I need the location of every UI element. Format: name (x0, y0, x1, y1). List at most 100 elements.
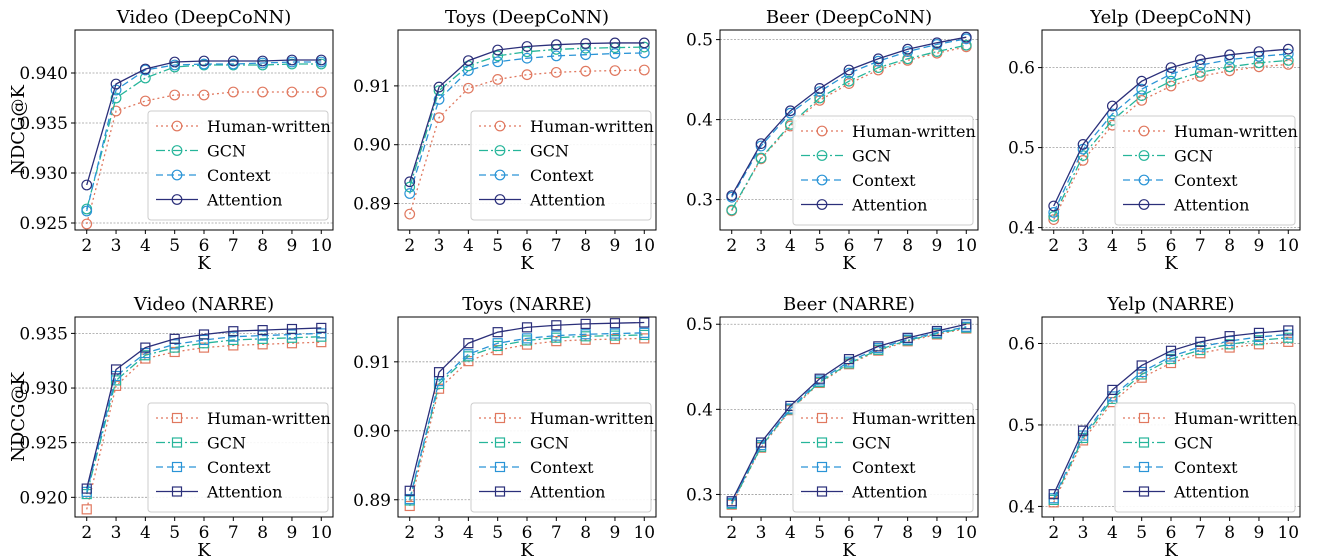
series-line (86, 59, 322, 186)
y-tick-label: 0.940 (19, 64, 68, 84)
data-point (1194, 66, 1206, 78)
data-point (638, 41, 650, 53)
legend-label: Attention (206, 483, 282, 502)
x-tick-label: 8 (580, 236, 591, 256)
x-tick-label: 6 (522, 236, 533, 256)
data-point (521, 41, 533, 52)
series-line (86, 63, 322, 210)
data-point (257, 325, 268, 336)
y-tick-label: 0.91 (353, 77, 391, 97)
legend-marker (816, 412, 828, 424)
series-line (731, 327, 967, 505)
data-point (1282, 55, 1294, 66)
x-tick-label: 7 (551, 236, 562, 256)
legend: Human-written GCN Context Attention (147, 110, 331, 221)
data-point (1136, 360, 1147, 371)
data-point (960, 39, 972, 51)
data-point (140, 347, 151, 359)
legend: Human-written GCN Context Attention (147, 402, 331, 513)
legend-box (470, 110, 652, 221)
data-point (521, 322, 533, 333)
data-point (286, 86, 298, 98)
legend-label: Human-written (530, 409, 654, 428)
x-tick-label: 7 (228, 236, 239, 256)
data-point (1282, 59, 1294, 70)
data-point (902, 43, 914, 55)
data-point (228, 331, 239, 342)
x-tick-label: 7 (551, 523, 562, 543)
data-point (1136, 366, 1147, 378)
x-tick-label: 2 (1048, 523, 1059, 543)
series-line (731, 44, 967, 211)
data-point (169, 89, 181, 101)
legend-label: GCN (530, 142, 569, 161)
x-tick-label: 10 (633, 236, 655, 256)
data-point (1136, 75, 1148, 87)
data-point (639, 327, 650, 338)
legend-label: Context (207, 166, 271, 185)
data-point (609, 48, 621, 59)
legend-label: Context (207, 458, 271, 477)
y-tick-label: 0.90 (353, 136, 391, 156)
x-tick-label: 2 (404, 236, 415, 256)
x-tick-label: 9 (1254, 523, 1265, 543)
y-tick-label: 0.920 (19, 488, 68, 508)
data-point (609, 65, 621, 76)
x-tick-label: 7 (228, 523, 239, 543)
series-line (1053, 53, 1289, 213)
legend-marker (1138, 125, 1150, 137)
x-tick-label: 2 (726, 236, 737, 256)
legend-label: Context (852, 458, 916, 477)
legend-label: GCN (207, 142, 246, 161)
x-tick-label: 10 (310, 523, 332, 543)
legend-label: Attention (206, 191, 282, 210)
x-tick-label: 10 (310, 236, 332, 256)
data-point (404, 176, 416, 188)
series-line (86, 91, 322, 225)
series-line (409, 69, 645, 215)
x-tick-label: 7 (1195, 523, 1206, 543)
legend-marker (816, 461, 828, 473)
data-point (404, 493, 415, 505)
x-tick-label: 5 (492, 236, 503, 256)
chart-panel: 0.925 0.930 0.935 0.940 2 3 4 5 6 7 8 9 10 Video (Dee… (8, 7, 334, 274)
data-point (609, 318, 621, 329)
data-point (198, 55, 210, 67)
data-point (462, 82, 474, 94)
data-point (1195, 336, 1206, 347)
data-point (433, 367, 445, 378)
x-tick-label: 7 (1195, 236, 1206, 256)
data-point (843, 354, 855, 365)
data-point (227, 58, 239, 70)
x-tick-label: 4 (1107, 523, 1118, 543)
legend-marker (1138, 486, 1150, 497)
legend-label: Context (530, 458, 594, 477)
series-line (1053, 337, 1289, 501)
y-tick-label: 0.925 (19, 434, 68, 454)
data-point (1224, 331, 1235, 342)
data-point (492, 44, 504, 56)
x-tick-label: 5 (814, 236, 825, 256)
y-tick-label: 0.5 (686, 31, 713, 51)
x-tick-label: 4 (785, 236, 796, 256)
chart-title: Yelp (NARRE) (1106, 294, 1234, 315)
data-point (1224, 61, 1236, 73)
series-line (86, 336, 322, 495)
data-point (1165, 80, 1177, 92)
y-axis-label: NDCG@K (8, 372, 29, 462)
data-point (139, 95, 151, 107)
data-point (227, 86, 239, 98)
x-tick-label: 2 (81, 236, 92, 256)
x-tick-label: 3 (1078, 236, 1089, 256)
x-tick-label: 8 (1224, 523, 1235, 543)
data-point (1165, 75, 1177, 87)
x-tick-label: 10 (1277, 523, 1299, 543)
legend: Human-written GCN Context Attention (792, 115, 976, 226)
y-tick-label: 0.4 (686, 400, 713, 420)
x-tick-label: 3 (111, 523, 122, 543)
legend-label: Context (1174, 458, 1238, 477)
data-point (404, 208, 416, 220)
data-point (1253, 61, 1265, 73)
series-line (1053, 63, 1289, 220)
